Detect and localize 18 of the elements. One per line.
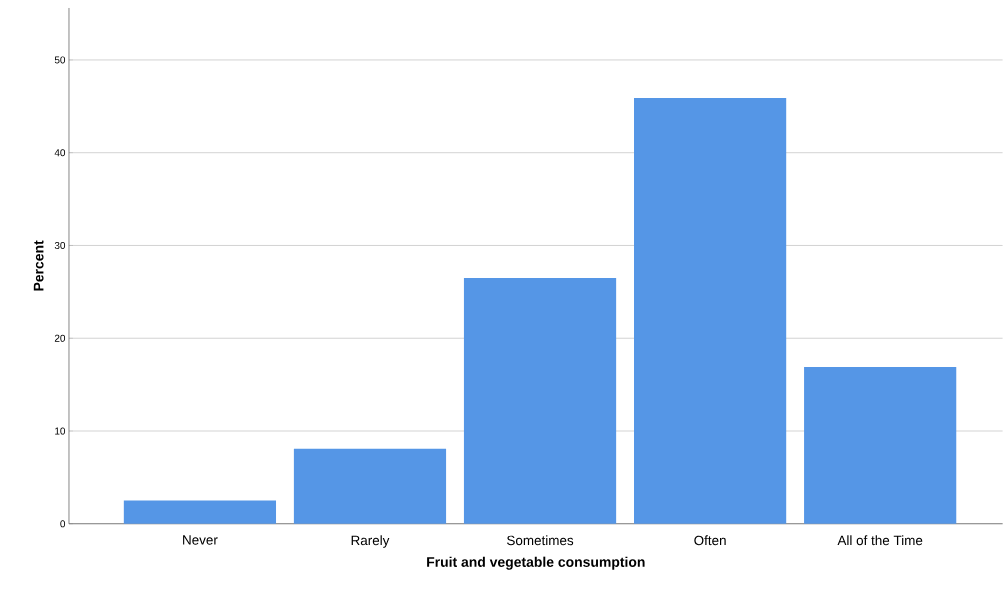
bar: [804, 367, 957, 524]
x-tick-label: Sometimes: [507, 535, 574, 546]
x-tick-label: Rarely: [351, 535, 390, 548]
y-tick-label: 0: [60, 520, 66, 528]
bar: [634, 98, 787, 524]
y-tick-label: 40: [54, 149, 66, 157]
y-axis-title: Percent: [33, 240, 44, 291]
x-axis-title: Fruit and vegetable consumption: [427, 556, 645, 570]
x-tick-label: Often: [694, 535, 726, 546]
y-tick-label: 50: [54, 56, 66, 64]
x-tick-label: Never: [183, 535, 218, 545]
y-tick-label: 30: [54, 242, 66, 250]
y-tick-label: 10: [55, 427, 66, 435]
y-tick-label: 20: [54, 334, 66, 342]
bar: [463, 278, 617, 524]
x-tick-label: All of the Time: [837, 535, 923, 546]
bar: [293, 448, 447, 524]
bar: [123, 500, 277, 524]
